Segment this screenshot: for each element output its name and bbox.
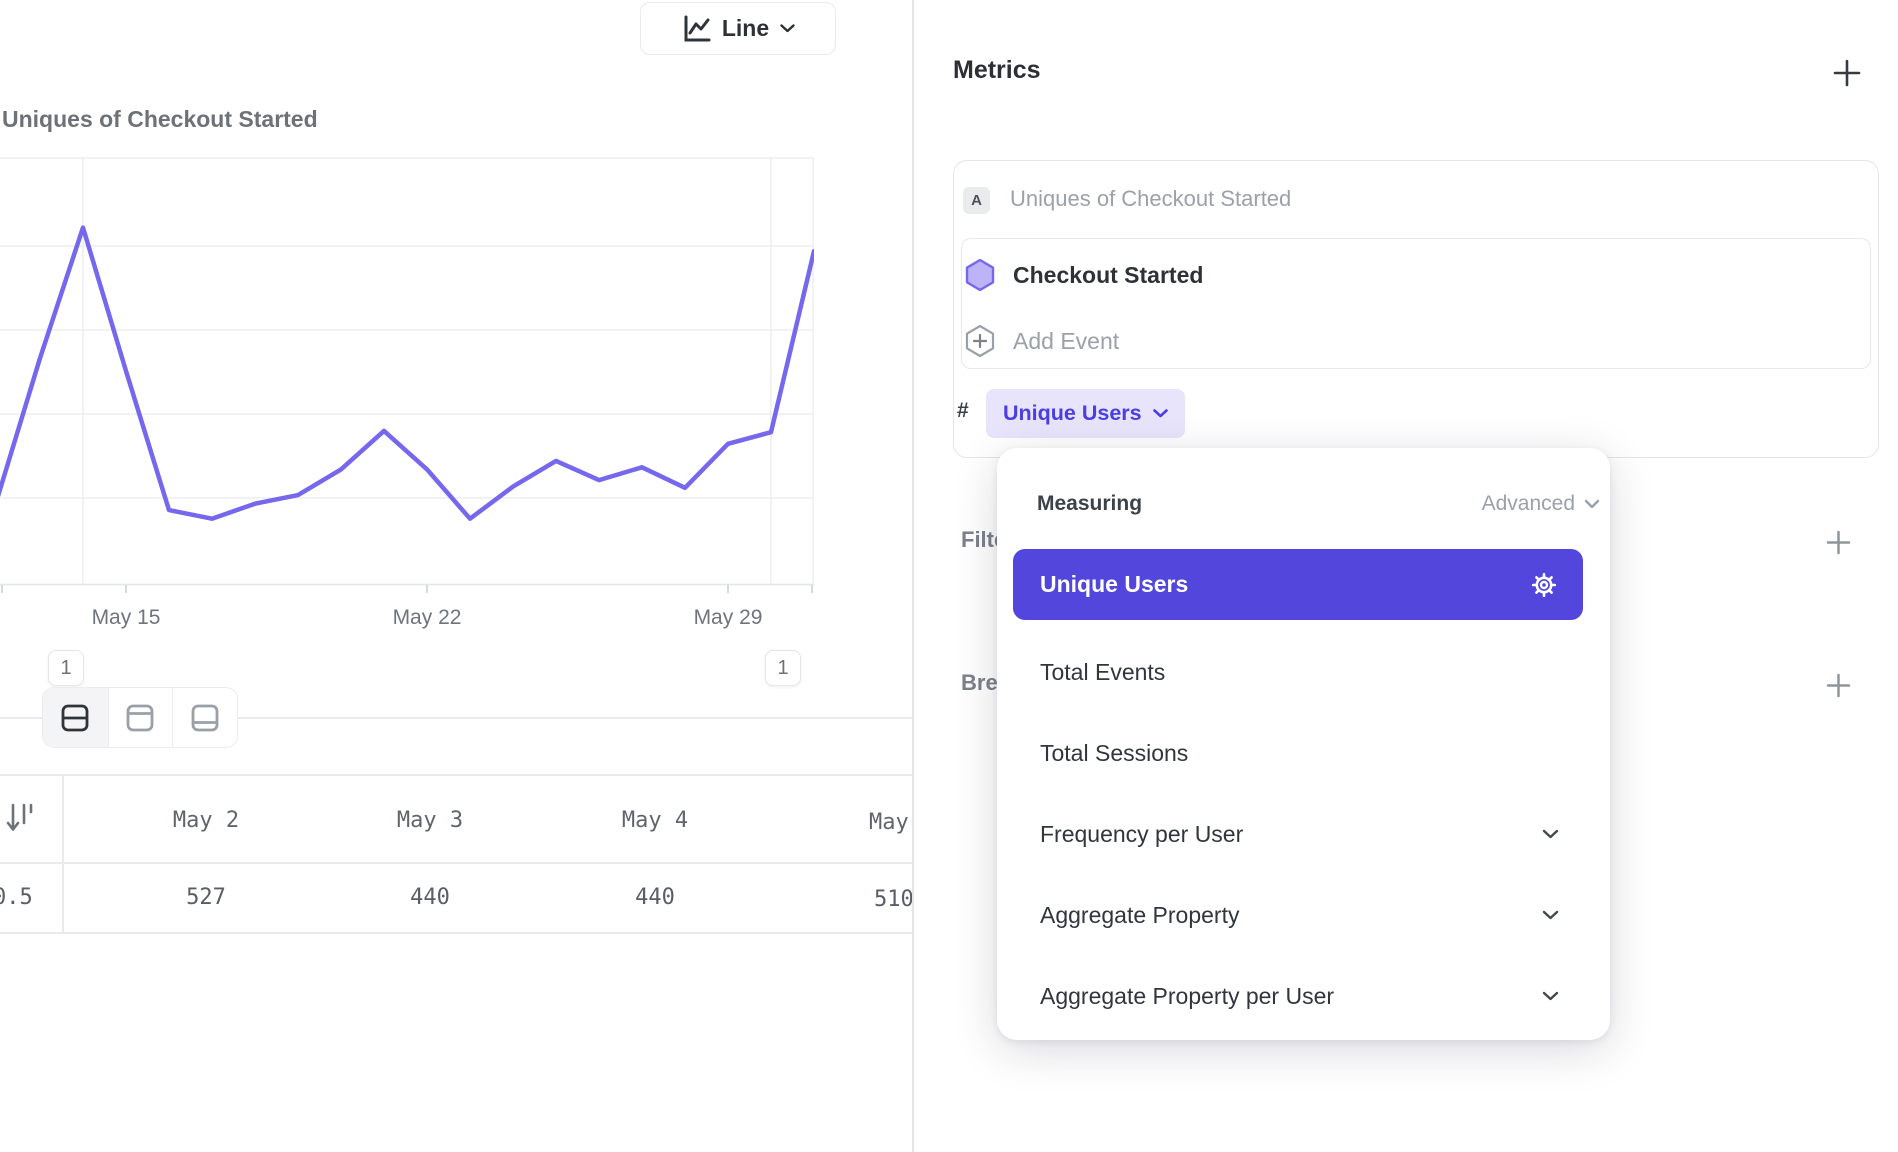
plus-icon	[1826, 530, 1850, 554]
sort-descending-icon[interactable]	[0, 799, 38, 837]
x-tick-may-15: May 15	[91, 606, 161, 629]
metric-card-label[interactable]: Uniques of Checkout Started	[1010, 186, 1292, 211]
layout-table-view-button[interactable]	[172, 688, 237, 747]
layout-chart-view-button[interactable]	[107, 688, 173, 747]
plus-icon	[1833, 59, 1861, 87]
add-filter-button[interactable]	[1823, 527, 1853, 557]
table-cell-may3: 440	[410, 885, 450, 910]
dropdown-item-aggregate-property[interactable]: Aggregate Property	[1013, 887, 1583, 943]
x-tick-may-29: May 29	[693, 606, 763, 629]
gear-icon[interactable]	[1529, 570, 1559, 600]
plus-icon	[1826, 673, 1850, 697]
split-view-icon	[61, 704, 89, 731]
table-top-border	[0, 774, 913, 776]
table-header-may5[interactable]: May 5	[869, 810, 913, 835]
advanced-label: Advanced	[1481, 492, 1575, 515]
table-clipped-column: May 5 510	[765, 778, 913, 933]
item-label: Aggregate Property	[1040, 901, 1240, 928]
event-name[interactable]: Checkout Started	[1013, 262, 1204, 288]
add-breakdown-button[interactable]	[1823, 670, 1853, 700]
chart-type-button[interactable]: Line	[640, 2, 836, 55]
table-cell-may4: 440	[635, 885, 675, 910]
annotation-badge-right[interactable]: 1	[765, 650, 801, 686]
dropdown-item-total-events[interactable]: Total Events	[1013, 644, 1583, 700]
chart-view-icon	[127, 704, 154, 731]
add-event-label[interactable]: Add Event	[1013, 328, 1120, 354]
axis-ticks	[1, 585, 813, 593]
aggregation-prefix: #	[957, 399, 969, 422]
table-header-may3[interactable]: May 3	[396, 808, 464, 833]
table-cell-may2: 527	[186, 885, 226, 910]
dropdown-item-frequency-per-user[interactable]: Frequency per User	[1013, 806, 1583, 862]
add-metric-button[interactable]	[1832, 58, 1862, 88]
dropdown-item-aggregate-property-per-user[interactable]: Aggregate Property per User	[1013, 968, 1583, 1024]
line-chart-icon	[681, 14, 711, 44]
item-label: Total Events	[1040, 658, 1166, 685]
section-divider	[0, 717, 913, 719]
table-column-border	[62, 774, 64, 933]
event-hexagon-icon	[965, 258, 995, 292]
measuring-dropdown	[997, 448, 1610, 1040]
metric-letter-badge: A	[963, 187, 990, 214]
layout-toggle-group	[42, 687, 238, 748]
table-header-may4[interactable]: May 4	[621, 808, 689, 833]
event-card	[961, 238, 1871, 369]
chart-type-label: Line	[721, 15, 770, 41]
dropdown-header: Measuring	[1037, 492, 1143, 515]
metrics-section-title: Metrics	[953, 56, 1041, 84]
table-header-may2[interactable]: May 2	[172, 808, 240, 833]
x-tick-may-22: May 22	[392, 606, 462, 629]
add-event-icon[interactable]	[964, 324, 996, 358]
chevron-down-icon	[1542, 910, 1559, 920]
layout-split-view-button[interactable]	[43, 688, 108, 747]
chevron-down-icon	[1542, 991, 1559, 1001]
chevron-down-icon	[1152, 409, 1168, 418]
aggregation-selector[interactable]: Unique Users	[986, 389, 1185, 438]
chart-series-title: Uniques of Checkout Started	[2, 106, 318, 132]
selected-item-label: Unique Users	[1040, 571, 1189, 597]
table-view-icon	[191, 704, 219, 731]
dropdown-item-unique-users-selected[interactable]: Unique Users	[1013, 549, 1583, 620]
panel-divider	[912, 0, 914, 1152]
chevron-down-icon	[1542, 829, 1559, 839]
item-label: Frequency per User	[1040, 820, 1244, 847]
table-header-divider	[0, 862, 913, 864]
table-row-label-fragment: 0.5	[0, 885, 33, 910]
chart-line	[0, 225, 814, 521]
item-label: Aggregate Property per User	[1040, 982, 1335, 1009]
item-label: Total Sessions	[1040, 739, 1189, 766]
chevron-down-icon	[1584, 499, 1600, 509]
aggregation-value: Unique Users	[1003, 401, 1142, 425]
annotation-badge-left[interactable]: 1	[48, 650, 84, 686]
dropdown-item-total-sessions[interactable]: Total Sessions	[1013, 725, 1583, 781]
advanced-mode-selector[interactable]: Advanced	[1440, 492, 1600, 516]
line-chart[interactable]	[0, 157, 814, 593]
table-bottom-border	[0, 932, 913, 934]
table-cell-may5: 510	[874, 887, 913, 912]
chevron-down-icon	[780, 24, 795, 33]
